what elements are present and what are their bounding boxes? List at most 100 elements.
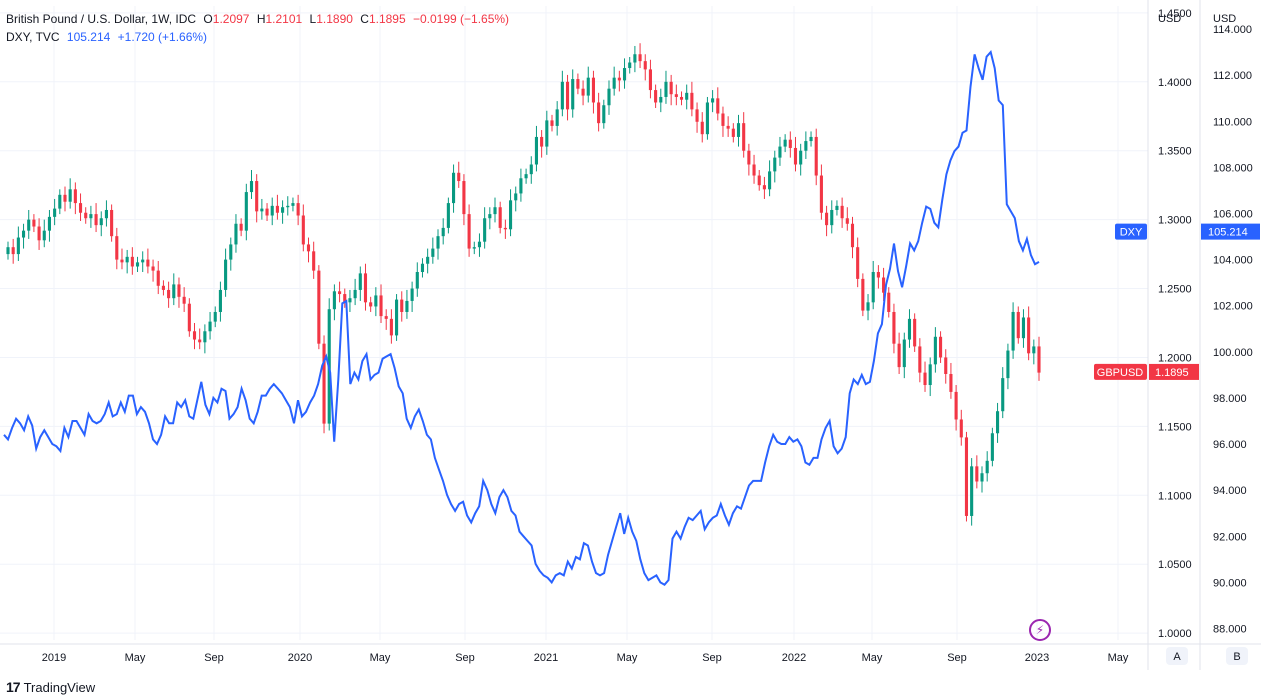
candle-body xyxy=(534,136,539,165)
candle-body xyxy=(286,205,290,208)
scale-a-tick-label: 1.1000 xyxy=(1158,490,1192,502)
candle-body xyxy=(768,171,772,190)
candle-body xyxy=(317,270,321,344)
price-tags: DXY 105.214 GBPUSD 1.1895 xyxy=(1094,223,1260,380)
candle-body xyxy=(32,219,36,227)
candle-body xyxy=(856,247,860,279)
candle-body xyxy=(239,223,243,231)
candle-body xyxy=(990,433,994,461)
high-number: 1.2101 xyxy=(265,12,303,26)
candle-body xyxy=(161,285,165,290)
close-label: C xyxy=(360,12,369,26)
scale-b-tick-label: 108.000 xyxy=(1213,162,1253,174)
scale-a-tick-label: 1.3000 xyxy=(1158,215,1192,227)
candle-body xyxy=(959,419,963,438)
candle-body xyxy=(550,120,554,126)
candle-body xyxy=(426,256,430,264)
lightning-icon[interactable]: ⚡ xyxy=(1029,619,1051,641)
candle-body xyxy=(721,113,725,126)
candle-body xyxy=(11,247,15,255)
candle-body xyxy=(1006,350,1010,379)
candle-body xyxy=(187,303,191,332)
close-value: C1.1895 xyxy=(360,12,405,26)
candle-body xyxy=(229,244,233,260)
candle-body xyxy=(814,136,818,176)
candle-body xyxy=(757,175,761,186)
dxy-value-tag: 105.214 xyxy=(1208,227,1248,239)
time-tick-label: May xyxy=(862,652,883,664)
candle-body xyxy=(902,339,906,368)
candle-body xyxy=(1016,311,1020,339)
candle-body xyxy=(747,150,751,165)
branding[interactable]: 17 TradingView xyxy=(6,679,95,695)
dxy-tag-bg xyxy=(1115,223,1147,240)
candle-body xyxy=(975,466,979,482)
candle-body xyxy=(353,289,357,299)
scale-a-tick-label: 1.4500 xyxy=(1158,8,1192,20)
candle-body xyxy=(99,218,103,226)
scale-b-unit: USD xyxy=(1213,13,1236,25)
open-number: 1.2097 xyxy=(212,12,250,26)
candle-body xyxy=(498,207,502,228)
candle-body xyxy=(6,247,10,255)
candle-body xyxy=(431,248,435,257)
candle-body xyxy=(845,218,849,224)
main-series-legend[interactable]: British Pound / U.S. Dollar, 1W, IDC O1.… xyxy=(6,12,513,26)
candle-body xyxy=(866,302,870,311)
low-number: 1.1890 xyxy=(316,12,353,26)
candle-body xyxy=(685,92,689,100)
candle-body xyxy=(255,181,259,212)
candle-body xyxy=(483,218,487,242)
candle-body xyxy=(928,364,932,386)
gbpusd-candles xyxy=(6,43,1041,526)
candle-body xyxy=(736,123,741,137)
candle-body xyxy=(58,194,62,209)
candle-body xyxy=(674,94,678,97)
candle-body xyxy=(985,460,989,474)
candle-body xyxy=(467,214,471,249)
candle-body xyxy=(244,192,248,231)
low-value: L1.1890 xyxy=(310,12,353,26)
candle-body xyxy=(617,77,621,81)
candle-body xyxy=(452,172,456,204)
candle-body xyxy=(177,284,181,297)
candle-body xyxy=(638,54,642,62)
scale-a-button: A xyxy=(1173,651,1181,663)
candle-body xyxy=(954,391,958,420)
candle-body xyxy=(591,77,595,103)
scale-a-tick-label: 1.1500 xyxy=(1158,421,1192,433)
candle-body xyxy=(726,125,730,129)
candle-body xyxy=(799,150,803,165)
candle-body xyxy=(835,205,839,210)
candle-body xyxy=(581,88,585,96)
scale-a-tick-label: 1.4000 xyxy=(1158,77,1192,89)
candle-body xyxy=(964,437,969,516)
candle-body xyxy=(918,346,922,373)
dxy-value: 105.214 xyxy=(66,30,111,44)
candle-body xyxy=(192,331,197,340)
candle-body xyxy=(897,343,901,368)
time-tick-label: 2020 xyxy=(288,652,312,664)
candle-body xyxy=(628,62,632,69)
dxy-legend[interactable]: DXY, TVC 105.214 +1.720 (+1.66%) xyxy=(6,30,211,44)
candle-body xyxy=(135,262,140,267)
candle-body xyxy=(529,164,533,175)
candle-body xyxy=(711,98,715,103)
chart-grid xyxy=(0,6,1148,640)
scale-b-button: B xyxy=(1233,651,1240,663)
candle-body xyxy=(363,273,368,303)
candle-body xyxy=(281,207,285,213)
scale-b-tick-label: 96.000 xyxy=(1213,439,1247,451)
candle-body xyxy=(146,259,150,267)
time-tick-label: May xyxy=(125,652,146,664)
dxy-change: +1.720 (+1.66%) xyxy=(117,30,208,44)
candle-body xyxy=(125,256,129,263)
time-axis[interactable]: 2019 May Sep 2020 May Sep 2021 May Sep 2022 May Sep… xyxy=(0,643,1261,664)
candle-body xyxy=(705,102,709,135)
candle-body xyxy=(94,214,98,226)
candle-body xyxy=(1027,317,1031,354)
candle-body xyxy=(664,81,668,97)
